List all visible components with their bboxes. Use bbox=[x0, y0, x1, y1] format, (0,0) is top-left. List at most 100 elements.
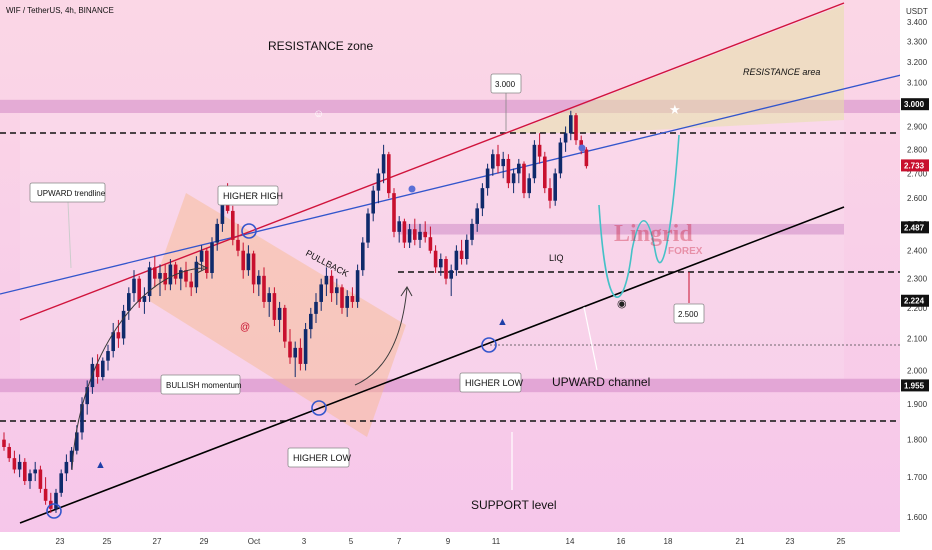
candle bbox=[121, 304, 126, 345]
projection-path bbox=[598, 134, 680, 298]
candle bbox=[28, 469, 32, 489]
time-axis-ticks: 23 25 27 29 Oct 3 5 7 9 11 14 16 18 21 23 25 bbox=[56, 537, 846, 546]
x-tick-label: 16 bbox=[617, 537, 626, 546]
candle bbox=[303, 322, 308, 371]
candle bbox=[163, 264, 167, 291]
y-tick-label: 2.100 bbox=[907, 334, 928, 343]
pivot-marker bbox=[481, 337, 497, 353]
lower-channel-line bbox=[19, 206, 845, 524]
candle bbox=[517, 158, 521, 184]
upward-trendline-callout: UPWARD trendline bbox=[29, 182, 106, 203]
candle bbox=[38, 465, 43, 493]
candle bbox=[7, 443, 11, 462]
candle bbox=[381, 144, 386, 184]
upward-channel-label: UPWARD channel bbox=[552, 375, 650, 389]
chart-title: WIF / TetherUS, 4h, BINANCE bbox=[6, 6, 114, 15]
touch-point bbox=[578, 144, 586, 152]
candle bbox=[236, 223, 240, 257]
candle bbox=[522, 161, 526, 199]
svg-text:HIGHER HIGH: HIGHER HIGH bbox=[223, 191, 283, 201]
x-tick-label: 29 bbox=[200, 537, 209, 546]
target-2500-callout: 2.500 bbox=[673, 303, 705, 324]
smiley-icon: ☺ bbox=[313, 108, 324, 120]
price-label-text: 2.733 bbox=[904, 161, 925, 170]
trendline-pointer bbox=[67, 201, 72, 269]
svg-text:UPWARD trendline: UPWARD trendline bbox=[37, 189, 106, 198]
candle bbox=[433, 245, 438, 273]
liq-label: LIQ bbox=[549, 253, 564, 263]
candle bbox=[314, 293, 318, 323]
eye-icon: ◉ bbox=[617, 298, 627, 310]
watermark-logo: Lingrid FOREX bbox=[614, 221, 703, 257]
y-tick-label: 1.700 bbox=[907, 473, 928, 482]
bullish-momentum-callout: BULLISH momentum bbox=[160, 374, 242, 395]
candle bbox=[527, 173, 531, 199]
candle bbox=[475, 203, 479, 232]
candle bbox=[69, 446, 74, 470]
x-tick-label: 7 bbox=[397, 537, 402, 546]
candle bbox=[293, 341, 297, 378]
candle bbox=[511, 168, 516, 194]
snail-icon: @ bbox=[240, 322, 250, 333]
upper-channel-line bbox=[19, 2, 845, 321]
candle bbox=[210, 237, 214, 279]
price-label-box bbox=[901, 379, 929, 392]
candle bbox=[423, 221, 427, 243]
candle bbox=[397, 216, 401, 243]
higher-high-callout: HIGHER HIGH bbox=[217, 185, 283, 206]
y-tick-label: 3.300 bbox=[907, 38, 928, 47]
candle bbox=[272, 287, 277, 327]
higher-low-callout-1: HIGHER LOW bbox=[287, 447, 352, 468]
candle bbox=[142, 287, 147, 314]
candle bbox=[569, 110, 573, 141]
x-tick-label: 11 bbox=[492, 537, 501, 546]
candle bbox=[340, 284, 344, 314]
candle bbox=[158, 264, 162, 297]
candle bbox=[59, 469, 63, 497]
candle bbox=[168, 258, 173, 291]
candle bbox=[376, 168, 381, 204]
candle bbox=[584, 147, 589, 169]
support-zone-band bbox=[0, 378, 900, 393]
candle bbox=[2, 432, 6, 451]
candle bbox=[80, 397, 84, 440]
y-tick-label: 2.000 bbox=[907, 366, 928, 375]
y-tick-label: 2.900 bbox=[907, 122, 928, 131]
svg-text:3.000: 3.000 bbox=[495, 80, 516, 89]
x-tick-label: 25 bbox=[837, 537, 846, 546]
resistance-zone-label: RESISTANCE zone bbox=[268, 39, 373, 53]
candle bbox=[33, 461, 37, 482]
resistance-area-fill bbox=[509, 5, 844, 133]
price-label-text: 1.955 bbox=[904, 381, 925, 390]
x-tick-label: 14 bbox=[566, 537, 575, 546]
y-tick-label: 2.400 bbox=[907, 247, 928, 256]
y-tick-label: 1.800 bbox=[907, 436, 928, 445]
svg-text:BULLISH momentum: BULLISH momentum bbox=[166, 381, 242, 390]
candle bbox=[371, 185, 375, 222]
candle bbox=[491, 149, 495, 176]
candle bbox=[548, 178, 552, 209]
pullback-breakout-arc bbox=[354, 287, 408, 386]
candle bbox=[246, 245, 251, 276]
candle bbox=[215, 218, 219, 251]
candle bbox=[283, 304, 287, 348]
candle bbox=[345, 290, 349, 317]
candle bbox=[153, 256, 157, 288]
candle bbox=[205, 248, 209, 279]
price-axis[interactable] bbox=[900, 0, 932, 550]
x-tick-label: 9 bbox=[446, 537, 451, 546]
time-axis[interactable] bbox=[0, 532, 900, 550]
candle bbox=[95, 354, 100, 384]
x-tick-label: 3 bbox=[302, 537, 307, 546]
rocket-icon: ▲ bbox=[497, 316, 508, 328]
candle bbox=[111, 322, 115, 358]
candle bbox=[17, 454, 22, 478]
candle bbox=[444, 256, 448, 285]
candle bbox=[189, 272, 193, 297]
candle bbox=[480, 183, 485, 217]
candle bbox=[85, 380, 89, 415]
candle bbox=[387, 151, 391, 199]
candle bbox=[127, 287, 131, 320]
candle bbox=[184, 261, 188, 288]
